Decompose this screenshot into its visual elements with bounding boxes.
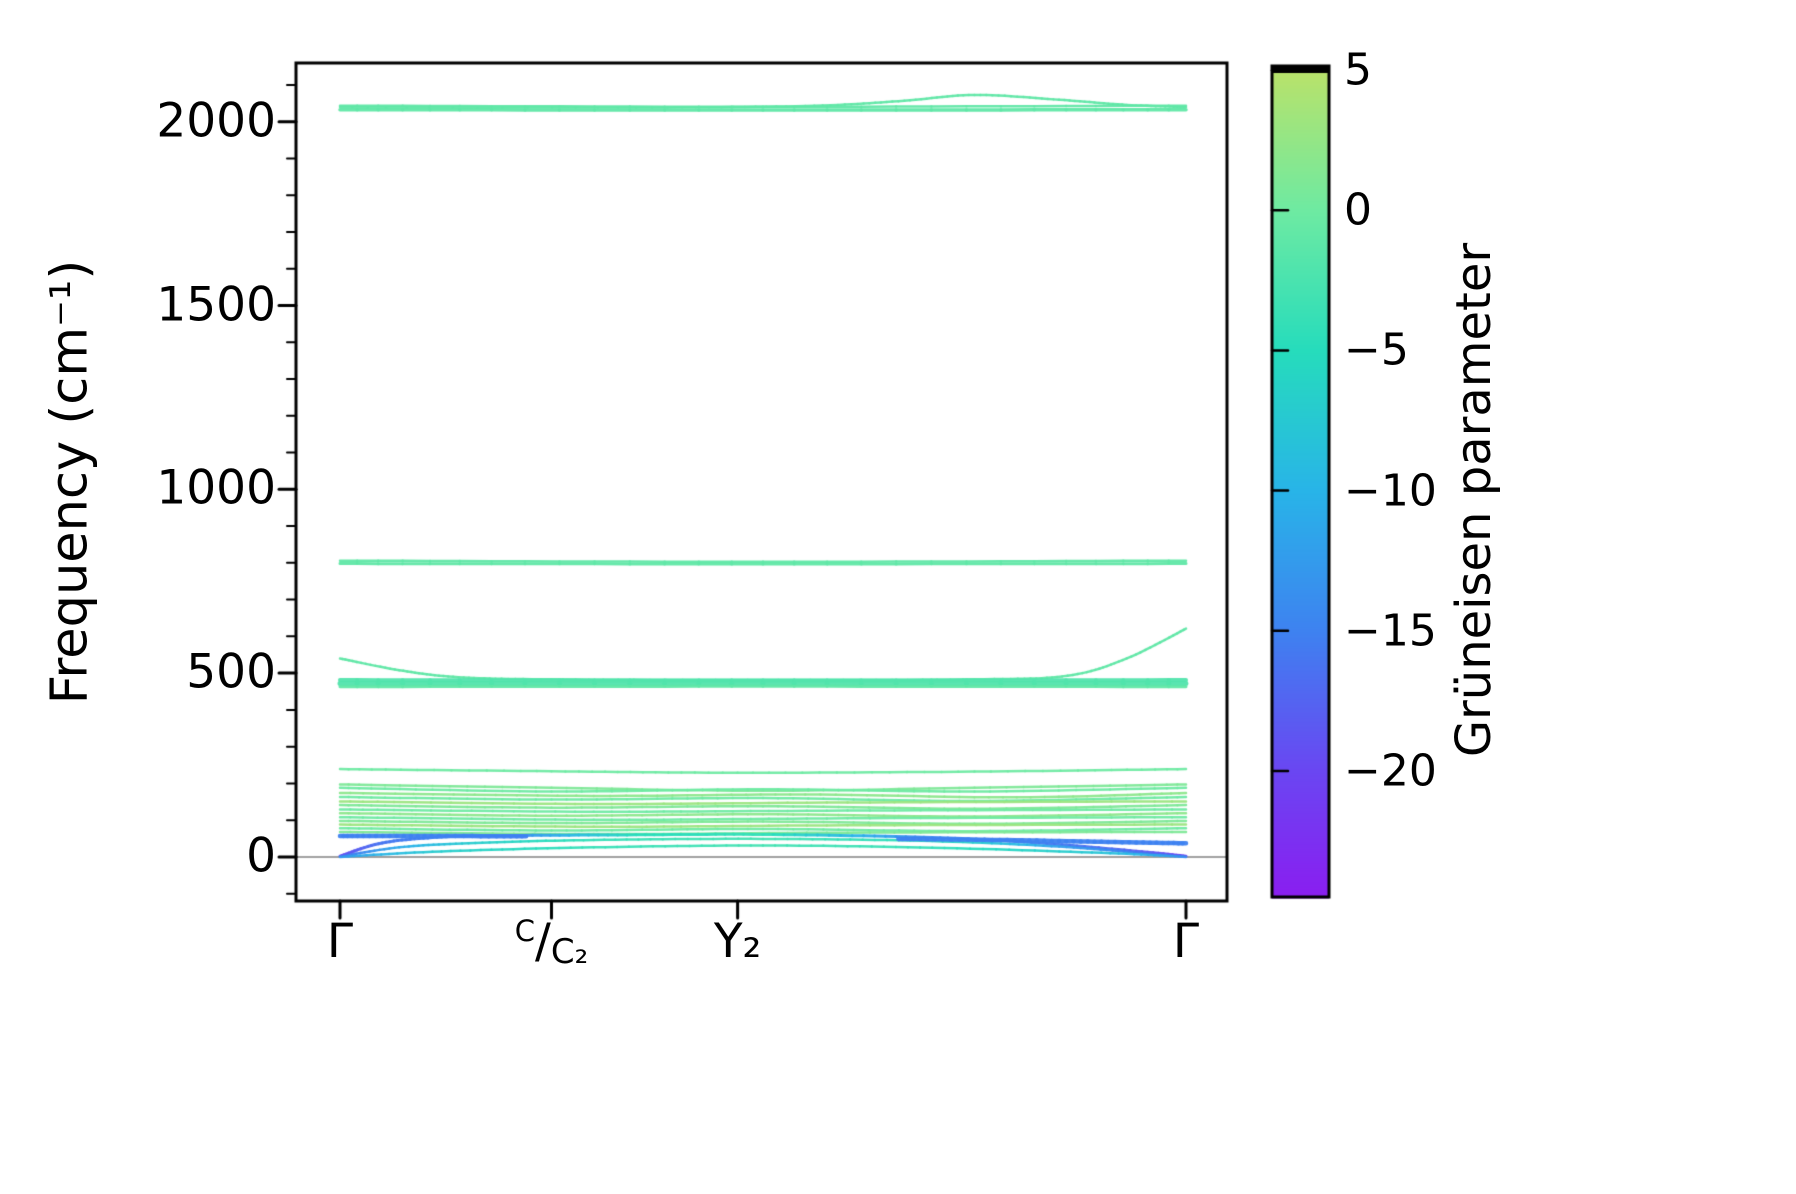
y-tick-label: 0 xyxy=(246,828,276,884)
colorbar-tick-label: −5 xyxy=(1344,324,1409,376)
colorbar-title: Grüneisen parameter xyxy=(1446,242,1502,758)
x-tick-label: Γ xyxy=(1172,914,1200,969)
x-tick-label: Γ xyxy=(326,914,354,969)
colorbar-tick-label: −10 xyxy=(1344,465,1437,517)
y-axis-title: Frequency (cm⁻¹) xyxy=(40,259,100,705)
colorbar-tick-label: 0 xyxy=(1344,184,1372,236)
colorbar-tick-label: −15 xyxy=(1344,605,1437,657)
y-tick-label: 2000 xyxy=(156,93,276,149)
y-tick-label: 500 xyxy=(186,644,276,700)
y-tick-label: 1000 xyxy=(156,460,276,516)
x-tick-label: C/C₂ xyxy=(514,914,589,973)
colorbar-tick-label: 5 xyxy=(1344,44,1372,96)
x-tick-label: Y₂ xyxy=(713,914,762,969)
colorbar-tick-label: −20 xyxy=(1344,745,1437,797)
y-tick-label: 1500 xyxy=(156,276,276,332)
